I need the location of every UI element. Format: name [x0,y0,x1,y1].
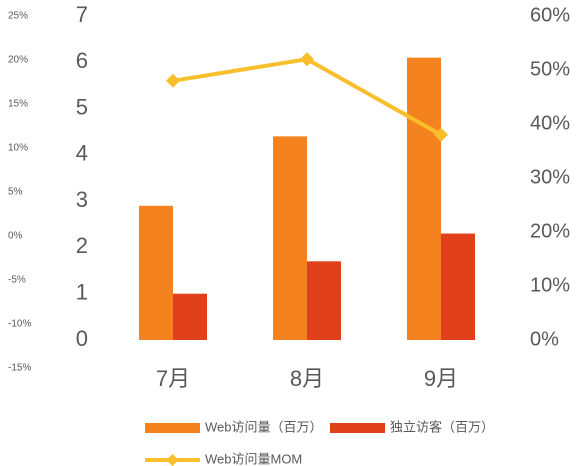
y-tick-label: 5 [76,94,88,119]
bar [407,57,441,341]
y2-tick-label: 0% [530,328,559,350]
legend-swatch [330,423,385,433]
y-tick-label: 3 [76,187,88,212]
y3-tick-label: -15% [8,363,31,374]
legend-swatch [166,454,179,466]
y3-tick-label: 25% [8,11,28,22]
legend-label: Web访问量（百万） [205,419,323,434]
legend-swatch [145,423,200,433]
y-tick-label: 4 [76,141,88,166]
y3-tick-label: -5% [8,275,26,286]
legend-label: 独立访客（百万） [390,419,494,434]
bar [139,205,173,340]
line [172,57,442,137]
y-tick-label: 0 [76,326,88,351]
line-marker [434,127,448,142]
y3-tick-label: 10% [8,143,28,154]
y2-tick-label: 50% [530,58,570,80]
y2-tick-label: 20% [530,220,570,242]
line-marker [300,52,314,67]
y3-tick-label: -10% [8,319,31,330]
x-tick-label: 8月 [290,366,324,391]
y-tick-label: 2 [76,233,88,258]
y3-tick-label: 0% [8,231,23,242]
y-tick-label: 1 [76,280,88,305]
y-tick-label: 7 [76,2,88,27]
line-marker [166,73,180,88]
y2-tick-label: 10% [530,274,570,296]
y3-tick-label: 15% [8,99,28,110]
y2-tick-label: 40% [530,112,570,134]
y2-tick-label: 30% [530,166,570,188]
bar [307,261,341,340]
y2-tick-label: 60% [530,4,570,26]
y-tick-label: 6 [76,48,88,73]
bar [173,293,207,340]
y3-tick-label: 20% [8,55,28,66]
legend-label: Web访问量MOM [205,451,302,466]
x-tick-label: 7月 [156,366,190,391]
y3-tick-label: 5% [8,187,23,198]
bar [273,136,307,340]
bar [441,233,475,340]
x-tick-label: 9月 [424,366,458,391]
